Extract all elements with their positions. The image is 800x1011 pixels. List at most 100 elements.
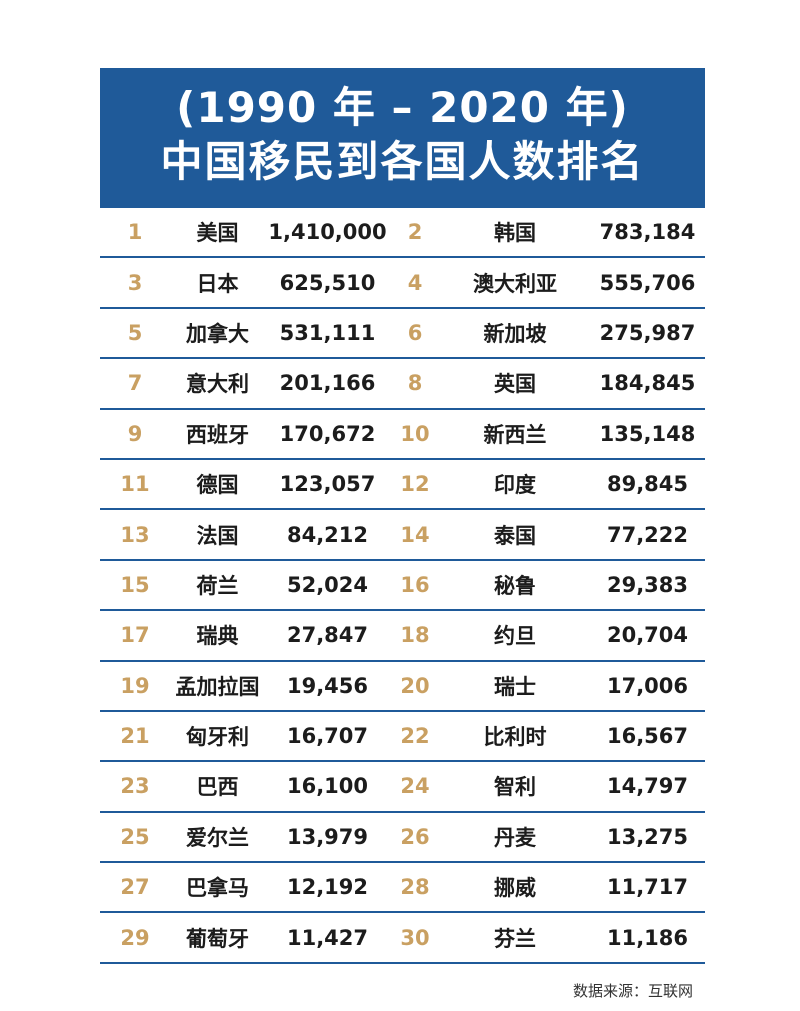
rank-cell: 21 [120, 724, 150, 749]
count-cell: 89,845 [606, 472, 689, 497]
count-cell: 135,148 [599, 421, 696, 446]
country-cell: 印度 [494, 473, 536, 498]
count-cell: 625,510 [279, 270, 376, 295]
table-row: 27 巴拿马 12,192 28 挪威 11,717 [100, 863, 705, 914]
count-cell: 555,706 [599, 270, 696, 295]
count-cell: 16,707 [286, 724, 369, 749]
country-cell: 日本 [196, 271, 239, 296]
count-cell: 184,845 [599, 371, 696, 396]
count-cell: 16,567 [606, 724, 689, 749]
country-cell: 韩国 [494, 221, 536, 246]
count-cell: 11,717 [606, 875, 689, 900]
country-cell: 丹麦 [494, 825, 536, 850]
count-cell: 123,057 [279, 472, 376, 497]
country-cell: 德国 [196, 473, 239, 498]
country-cell: 瑞典 [196, 624, 239, 649]
count-cell: 11,186 [606, 925, 689, 950]
count-cell: 11,427 [286, 925, 369, 950]
rank-cell: 23 [120, 774, 150, 799]
rank-cell: 2 [407, 220, 423, 245]
rank-cell: 15 [120, 572, 150, 597]
table-row: 19 孟加拉国 19,456 20 瑞士 17,006 [100, 662, 705, 712]
rank-cell: 29 [120, 925, 150, 950]
table-row: 21 匈牙利 16,707 22 比利时 16,567 [100, 712, 705, 763]
rank-cell: 25 [120, 824, 150, 849]
count-cell: 13,275 [606, 824, 689, 849]
rank-cell: 7 [127, 371, 143, 396]
table-row: 1 美国 1,410,000 2 韩国 783,184 [100, 208, 705, 259]
country-cell: 澳大利亚 [473, 271, 557, 296]
rank-cell: 19 [120, 673, 150, 698]
count-cell: 12,192 [286, 875, 369, 900]
count-cell: 1,410,000 [268, 220, 387, 245]
table-row: 3 日本 625,510 4 澳大利亚 555,706 [100, 258, 705, 309]
rank-cell: 14 [400, 522, 430, 547]
rank-cell: 6 [407, 320, 423, 345]
table-row: 7 意大利 201,166 8 英国 184,845 [100, 359, 705, 410]
rank-cell: 1 [127, 220, 143, 245]
rank-cell: 13 [120, 522, 150, 547]
country-cell: 西班牙 [186, 422, 249, 447]
count-cell: 13,979 [286, 824, 369, 849]
title-banner: (1990 年 – 2020 年) 中国移民到各国人数排名 [100, 68, 705, 208]
count-cell: 27,847 [286, 623, 369, 648]
table-row: 9 西班牙 170,672 10 新西兰 135,148 [100, 410, 705, 460]
country-cell: 英国 [494, 372, 536, 397]
table-row: 13 法国 84,212 14 泰国 77,222 [100, 510, 705, 561]
rank-cell: 27 [120, 875, 150, 900]
count-cell: 77,222 [606, 522, 689, 547]
country-cell: 加拿大 [186, 321, 249, 346]
title-main: 中国移民到各国人数排名 [160, 137, 645, 186]
rank-cell: 18 [400, 623, 430, 648]
rank-cell: 16 [400, 572, 430, 597]
rank-cell: 3 [127, 270, 143, 295]
table-row: 17 瑞典 27,847 18 约旦 20,704 [100, 611, 705, 662]
rank-cell: 10 [400, 421, 430, 446]
count-cell: 16,100 [286, 774, 369, 799]
rank-cell: 26 [400, 824, 430, 849]
rank-cell: 8 [407, 371, 423, 396]
rank-cell: 22 [400, 724, 430, 749]
rank-cell: 4 [407, 270, 423, 295]
rank-cell: 20 [400, 673, 430, 698]
country-cell: 挪威 [494, 876, 536, 901]
country-cell: 新西兰 [483, 422, 547, 447]
rank-cell: 24 [400, 774, 430, 799]
count-cell: 84,212 [286, 522, 369, 547]
country-cell: 比利时 [483, 725, 547, 750]
rank-cell: 28 [400, 875, 430, 900]
country-cell: 意大利 [186, 372, 249, 397]
ranking-card: (1990 年 – 2020 年) 中国移民到各国人数排名 1 美国 1,410,0… [100, 68, 705, 964]
count-cell: 52,024 [286, 572, 369, 597]
country-cell: 芬兰 [494, 926, 536, 951]
table-row: 25 爱尔兰 13,979 26 丹麦 13,275 [100, 813, 705, 864]
country-cell: 新加坡 [483, 321, 547, 346]
table-row: 5 加拿大 531,111 6 新加坡 275,987 [100, 309, 705, 360]
country-cell: 荷兰 [196, 573, 239, 598]
title-year-range: (1990 年 – 2020 年) [176, 83, 629, 132]
country-cell: 泰国 [494, 523, 536, 548]
count-cell: 17,006 [606, 673, 689, 698]
count-cell: 20,704 [606, 623, 689, 648]
country-cell: 瑞士 [494, 674, 536, 699]
rank-cell: 9 [127, 421, 143, 446]
country-cell: 约旦 [494, 624, 536, 649]
country-cell: 匈牙利 [186, 725, 249, 750]
table-row: 15 荷兰 52,024 16 秘鲁 29,383 [100, 561, 705, 612]
count-cell: 531,111 [279, 320, 376, 345]
rank-cell: 12 [400, 472, 430, 497]
count-cell: 19,456 [286, 673, 369, 698]
country-cell: 法国 [196, 523, 239, 548]
rank-cell: 11 [120, 472, 150, 497]
table-row: 23 巴西 16,100 24 智利 14,797 [100, 762, 705, 813]
count-cell: 275,987 [599, 320, 696, 345]
country-cell: 智利 [494, 775, 536, 800]
ranking-table: 1 美国 1,410,000 2 韩国 783,184 3 日本 625,510 4 澳大利亚 555… [100, 208, 705, 964]
country-cell: 秘鲁 [494, 573, 536, 598]
data-source-note: 数据来源：互联网 [573, 982, 694, 1000]
rank-cell: 17 [120, 623, 150, 648]
count-cell: 14,797 [606, 774, 689, 799]
table-row: 29 葡萄牙 11,427 30 芬兰 11,186 [100, 913, 705, 964]
count-cell: 170,672 [279, 421, 376, 446]
country-cell: 巴拿马 [186, 876, 249, 901]
